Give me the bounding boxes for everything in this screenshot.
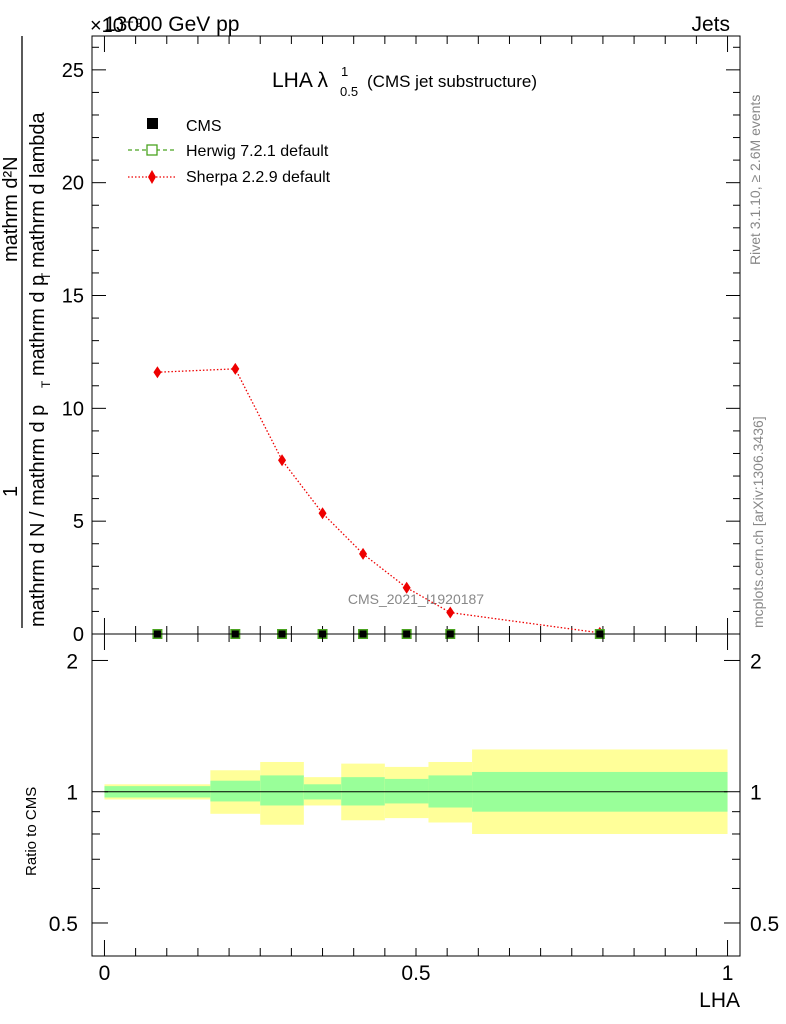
y-label-numerator: 1 <box>0 486 22 497</box>
legend-sherpa-label: Sherpa 2.2.9 default <box>186 169 331 186</box>
ratio-band-inner <box>384 778 429 804</box>
main-y-tick-label: 0 <box>73 624 84 646</box>
legend-herwig-label: Herwig 7.2.1 default <box>186 143 329 160</box>
legend-sherpa-marker <box>148 170 156 184</box>
title-suffix: (CMS jet substructure) <box>367 72 537 91</box>
y-label-sub-1: T <box>39 380 53 388</box>
sherpa-point <box>153 366 162 379</box>
sherpa-point <box>318 507 327 520</box>
ratio-y-tick-label-left: 1 <box>66 782 78 805</box>
main-y-tick-label: 10 <box>62 398 84 420</box>
ratio-y-axis: 0.5 0.5 1 1 2 2 <box>49 650 779 936</box>
ratio-y-label: Ratio to CMS <box>23 787 40 876</box>
plot-title: LHA λ 1 0.5 (CMS jet substructure) <box>272 64 537 99</box>
sherpa-point <box>402 581 411 594</box>
title-superscript: 1 <box>341 64 348 79</box>
main-y-tick-label: 15 <box>62 286 84 308</box>
ratio-x-tick-label: 0 <box>99 962 111 985</box>
ratio-y-tick-label-right: 1 <box>750 782 762 805</box>
side-label-mcplots: mcplots.cern.ch [arXiv:1306.3436] <box>750 416 766 628</box>
legend: CMS Herwig 7.2.1 default Sherpa 2.2.9 de… <box>128 118 331 186</box>
main-y-axis: 0 5 10 15 20 25 <box>62 46 740 646</box>
legend-cms-label: CMS <box>186 118 222 135</box>
y-label-denominator-1: mathrm d N / mathrm d p <box>27 405 49 627</box>
watermark: CMS_2021_I1920187 <box>348 591 484 607</box>
ratio-x-tick-label: 0.5 <box>401 962 430 985</box>
y-label-denominator-2: mathrm d p <box>27 275 49 376</box>
y-exponent: ×10⁻⁹ <box>90 15 143 37</box>
x-axis-label: LHA <box>699 989 740 1012</box>
ratio-x-tick-label: 1 <box>722 962 734 985</box>
ratio-band-inner <box>210 780 261 802</box>
sherpa-point <box>278 454 287 467</box>
ratio-x-axis: 0 0.5 1 <box>99 634 734 985</box>
ratio-band-inner <box>260 775 304 806</box>
sherpa-point <box>446 606 455 619</box>
ratio-y-tick-label-left: 2 <box>66 650 78 673</box>
sherpa-point <box>231 362 240 375</box>
title-subscript: 0.5 <box>340 84 358 99</box>
y-label-sub-2: T <box>39 272 53 280</box>
side-label-rivet: Rivet 3.1.10, ≥ 2.6M events <box>747 95 763 265</box>
main-y-tick-label: 20 <box>62 173 84 195</box>
main-y-tick-label: 5 <box>73 511 84 533</box>
y-label-numerator-2: mathrm d²N <box>0 156 22 262</box>
header-left: 13000 GeV pp <box>104 13 239 36</box>
sherpa-line <box>157 368 600 634</box>
header-right: Jets <box>691 13 730 36</box>
legend-herwig-marker <box>146 144 158 156</box>
main-y-tick-label: 25 <box>62 60 84 82</box>
main-x-ticks <box>103 36 729 634</box>
sherpa-point <box>359 547 368 560</box>
y-axis-label: 1 mathrm d N / mathrm d p T mathrm d p T… <box>0 36 53 628</box>
legend-cms-marker <box>147 118 158 129</box>
ratio-y-tick-label-left: 0.5 <box>49 913 78 936</box>
title-main: LHA λ <box>272 69 329 92</box>
ratio-y-tick-label-right: 2 <box>750 650 762 673</box>
ratio-y-tick-label-right: 0.5 <box>750 913 779 936</box>
y-label-denominator-3: mathrm d lambda <box>27 112 49 268</box>
